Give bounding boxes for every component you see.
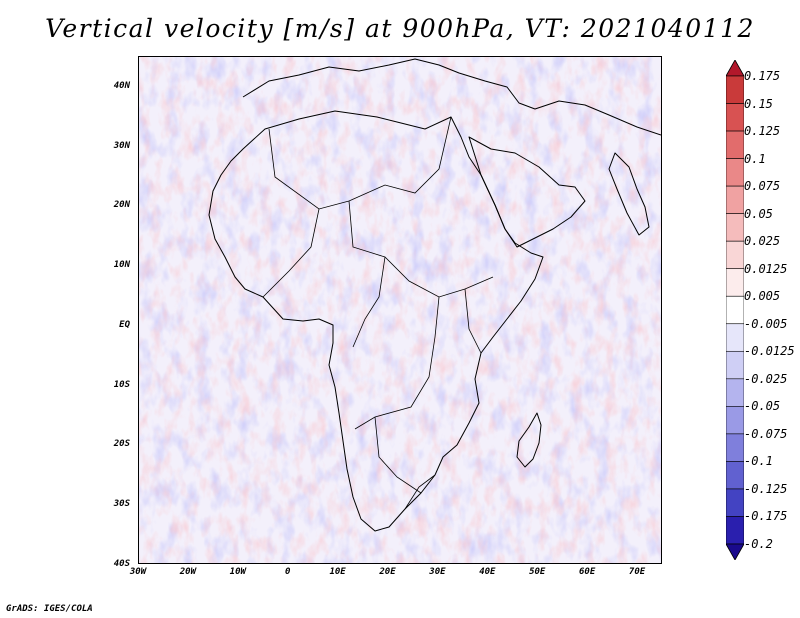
colorbar-swatch	[726, 240, 744, 270]
colorbar-swatch	[726, 75, 744, 104]
colorbar-label: -0.0125	[744, 344, 795, 359]
colorbar-label: 0.175	[744, 69, 781, 83]
colorbar-label: -0.125	[744, 481, 788, 496]
lon-label: 30E	[429, 567, 446, 577]
lon-label: 20E	[379, 567, 396, 577]
colorbar-label: 0.0125	[744, 261, 788, 276]
lat-label: 30S	[113, 499, 130, 510]
colorbar-swatch	[726, 488, 744, 517]
colorbar-swatch	[726, 158, 744, 187]
map-svg	[139, 57, 661, 563]
lat-label: 10S	[113, 379, 130, 390]
colorbar-swatch	[726, 433, 744, 462]
colorbar-swatch	[726, 461, 744, 490]
lat-label: EQ	[119, 319, 130, 330]
lon-label: 30W	[129, 567, 147, 577]
lon-label: 10W	[229, 567, 246, 577]
lat-label: 20N	[113, 200, 130, 211]
colorbar-swatch	[726, 268, 744, 297]
colorbar-label: 0.125	[744, 124, 781, 139]
madagascar-coastline	[516, 412, 542, 468]
colorbar-swatch	[726, 213, 744, 242]
map-plot-area	[138, 56, 662, 564]
grads-credit: GrADS: IGES/COLA	[6, 604, 93, 614]
arabia-coastline	[468, 136, 586, 248]
ascent-field	[139, 57, 661, 563]
colorbar-label: -0.005	[744, 316, 788, 331]
colorbar-label: 0.005	[744, 289, 781, 304]
lon-label: 10E	[329, 567, 346, 577]
lon-label: 60E	[579, 567, 596, 577]
colorbar-label: 0.025	[744, 234, 781, 249]
colorbar-swatch	[726, 103, 744, 132]
lat-label: 40N	[113, 80, 130, 91]
lon-label: 50E	[529, 567, 546, 577]
colorbar-swatch	[726, 378, 744, 407]
colorbar-swatch	[726, 406, 744, 435]
colorbar-label: 0.05	[744, 206, 773, 221]
colorbar-swatch	[726, 130, 744, 159]
colorbar-label: -0.1	[744, 454, 773, 469]
colorbar-swatch	[726, 323, 744, 352]
colorbar-label: -0.025	[744, 371, 788, 386]
lon-label: 0	[284, 567, 291, 577]
colorbar	[726, 60, 744, 560]
colorbar-swatch	[726, 350, 744, 380]
lon-label: 70E	[628, 567, 646, 577]
lon-label: 40E	[479, 567, 496, 577]
country-borders	[262, 116, 494, 510]
lon-label: 20W	[179, 567, 197, 577]
colorbar-label: -0.175	[744, 509, 788, 524]
lat-label: 20S	[113, 439, 130, 450]
lat-label: 10N	[113, 260, 130, 271]
map-title: Vertical velocity [m/s] at 900hPa, VT: 2…	[45, 14, 755, 43]
india-coastline	[608, 152, 650, 236]
europe-coastline	[242, 58, 661, 136]
colorbar-label: -0.2	[744, 537, 773, 551]
lat-label: 40S	[113, 559, 130, 569]
colorbar-label: 0.1	[744, 151, 766, 166]
colorbar-min-arrow	[726, 543, 744, 560]
colorbar-swatch	[726, 295, 744, 325]
colorbar-max-arrow	[726, 60, 744, 77]
colorbar-label: 0.15	[744, 96, 773, 111]
colorbar-label: -0.075	[744, 426, 788, 441]
colorbar-swatch	[726, 185, 744, 214]
colorbar-label: 0.075	[744, 179, 781, 194]
lat-label: 30N	[113, 140, 130, 151]
colorbar-swatch	[726, 516, 744, 545]
colorbar-label: -0.05	[744, 399, 781, 414]
